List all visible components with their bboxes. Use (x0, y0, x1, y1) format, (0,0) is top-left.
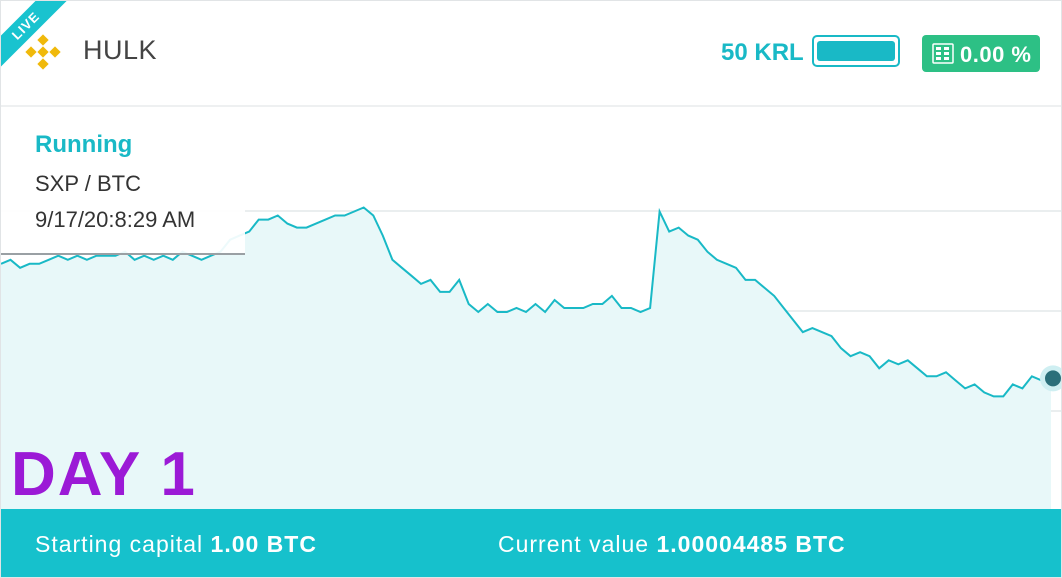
day-label: DAY 1 (11, 440, 197, 509)
bot-status: Running (35, 131, 133, 158)
current-value-label: Current value (498, 531, 650, 557)
starting-capital: Starting capital 1.00 BTC (35, 531, 317, 558)
starting-capital-label: Starting capital (35, 531, 204, 557)
bot-header: LIVE HULK 50 KRL 0 (1, 1, 1061, 107)
krl-progress-fill (817, 41, 895, 61)
bot-name: HULK (83, 35, 158, 65)
starting-capital-value: 1.00 BTC (210, 531, 317, 557)
start-timestamp: 9/17/20:8:29 AM (35, 207, 196, 232)
marker-dot (1045, 370, 1061, 387)
current-value: Current value 1.00004485 BTC (498, 531, 846, 558)
bot-info-box (1, 109, 245, 255)
profit-percent: 0.00 % (960, 42, 1032, 67)
bot-footer: Starting capital 1.00 BTC Current value … (1, 509, 1061, 577)
krl-value: 50 KRL (721, 39, 804, 66)
krl-progress-bar (812, 35, 900, 67)
chart-icon (932, 43, 954, 64)
price-line (1, 206, 1051, 398)
price-chart (1, 206, 1061, 509)
current-point-icon[interactable] (1040, 365, 1061, 392)
trading-pair: SXP / BTC (35, 171, 141, 196)
profit-badge: 0.00 % (922, 35, 1040, 72)
current-value-value: 1.00004485 BTC (656, 531, 846, 557)
price-area (1, 207, 1051, 509)
binance-logo-icon (25, 34, 61, 70)
